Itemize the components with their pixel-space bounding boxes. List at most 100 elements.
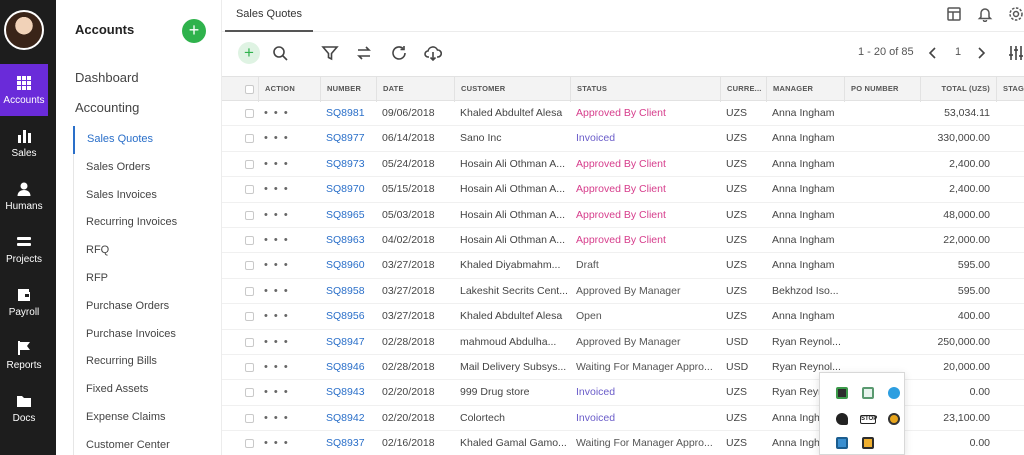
row-checkbox[interactable] (245, 337, 254, 347)
row-checkbox[interactable] (245, 413, 254, 423)
telegram-icon[interactable] (888, 387, 900, 399)
column-header-stage[interactable]: STAGE (996, 77, 1024, 102)
table-row[interactable]: • • • SQ8947 02/28/2018 mahmoud Abdulha... A… (222, 330, 1024, 355)
row-checkbox[interactable] (245, 439, 254, 449)
column-header-number[interactable]: NUMBER (320, 77, 376, 102)
nav-accounting[interactable]: Accounting (75, 100, 140, 115)
row-checkbox[interactable] (245, 109, 254, 118)
column-header-action[interactable]: ACTION (258, 77, 320, 102)
table-row[interactable]: • • • SQ8958 03/27/2018 Lakeshit Secrits Ce… (222, 279, 1024, 305)
column-header-date[interactable]: DATE (376, 77, 454, 102)
nav-item-sales-quotes[interactable]: Sales Quotes (73, 126, 222, 154)
chevron-right-icon[interactable] (972, 44, 990, 62)
quote-number-link[interactable]: SQ8965 (326, 208, 365, 221)
row-checkbox[interactable] (245, 185, 254, 195)
table-row[interactable]: • • • SQ8946 02/28/2018 Mail Delivery Subsy… (222, 355, 1024, 381)
column-settings-icon[interactable] (1007, 44, 1024, 62)
quote-number-link[interactable]: SQ8956 (326, 310, 365, 323)
quote-number-link[interactable]: SQ8977 (326, 132, 365, 145)
rail-item-sales[interactable]: Sales (0, 117, 48, 169)
quote-number-link[interactable]: SQ8958 (326, 284, 365, 297)
row-actions-button[interactable]: • • • (264, 132, 290, 145)
nav-item-sales-invoices[interactable]: Sales Invoices (86, 188, 157, 201)
nav-item-rfp[interactable]: RFP (86, 271, 108, 284)
nav-item-fixed-assets[interactable]: Fixed Assets (86, 383, 149, 396)
row-checkbox[interactable] (245, 159, 254, 169)
grid-app-icon[interactable] (836, 437, 848, 449)
stop-icon[interactable]: STOP (860, 415, 878, 424)
row-actions-button[interactable]: • • • (264, 259, 290, 272)
nav-item-sales-orders[interactable]: Sales Orders (86, 160, 151, 173)
chat-icon[interactable] (862, 387, 874, 399)
add-quote-button[interactable]: + (238, 42, 260, 64)
swap-icon[interactable] (355, 44, 373, 62)
gear-icon[interactable] (1008, 6, 1024, 22)
refresh-icon[interactable] (390, 44, 408, 62)
nav-item-recurring-bills[interactable]: Recurring Bills (86, 355, 157, 368)
avatar[interactable] (4, 10, 44, 50)
column-header-total[interactable]: TOTAL (UZS) (920, 77, 996, 102)
quote-number-link[interactable]: SQ8970 (326, 183, 365, 196)
table-row[interactable]: • • • SQ8977 06/14/2018 Sano Inc Invoiced UZS… (222, 126, 1024, 152)
column-header-currency[interactable]: CURRE... (720, 77, 766, 102)
column-header-po[interactable]: PO NUMBER (844, 77, 920, 102)
column-header-status[interactable]: STATUS (570, 77, 720, 102)
quote-number-link[interactable]: SQ8937 (326, 437, 365, 450)
quote-number-link[interactable]: SQ8963 (326, 233, 365, 246)
row-actions-button[interactable]: • • • (264, 310, 290, 323)
table-row[interactable]: • • • SQ8973 05/24/2018 Hosain Ali Othman A… (222, 152, 1024, 178)
smiley-icon[interactable] (888, 413, 900, 425)
bell-icon[interactable] (977, 6, 993, 23)
quote-number-link[interactable]: SQ8946 (326, 360, 365, 373)
rail-item-accounts[interactable]: Accounts (0, 64, 48, 116)
quote-number-link[interactable]: SQ8943 (326, 386, 365, 399)
video-icon[interactable] (862, 437, 874, 449)
search-icon[interactable] (271, 44, 289, 62)
row-checkbox[interactable] (245, 261, 254, 271)
row-actions-button[interactable]: • • • (264, 411, 290, 424)
row-checkbox[interactable] (245, 286, 254, 296)
chevron-left-icon[interactable] (924, 44, 942, 62)
row-checkbox[interactable] (245, 210, 254, 220)
quote-number-link[interactable]: SQ8947 (326, 335, 365, 348)
table-row[interactable]: • • • SQ8937 02/16/2018 Khaled Gamal Gamo..… (222, 431, 1024, 455)
row-actions-button[interactable]: • • • (264, 233, 290, 246)
table-row[interactable]: • • • SQ8963 04/02/2018 Hosain Ali Othman A… (222, 228, 1024, 254)
row-actions-button[interactable]: • • • (264, 360, 290, 373)
cloud-download-icon[interactable] (424, 44, 443, 62)
tab-sales-quotes[interactable]: Sales Quotes (225, 0, 313, 32)
row-actions-button[interactable]: • • • (264, 107, 290, 119)
row-checkbox[interactable] (245, 312, 254, 322)
row-checkbox[interactable] (245, 134, 254, 144)
quote-number-link[interactable]: SQ8973 (326, 157, 365, 170)
column-header-manager[interactable]: MANAGER (766, 77, 844, 102)
row-actions-button[interactable]: • • • (264, 437, 290, 450)
quote-number-link[interactable]: SQ8960 (326, 259, 365, 272)
row-checkbox[interactable] (245, 235, 254, 245)
nav-item-customer-center[interactable]: Customer Center (86, 438, 170, 451)
row-actions-button[interactable]: • • • (264, 183, 290, 196)
nav-item-expense-claims[interactable]: Expense Claims (86, 410, 166, 423)
rail-item-projects[interactable]: Projects (0, 223, 48, 275)
quote-number-link[interactable]: SQ8981 (326, 107, 365, 119)
quote-number-link[interactable]: SQ8942 (326, 411, 365, 424)
rail-item-reports[interactable]: Reports (0, 329, 48, 381)
nav-item-purchase-invoices[interactable]: Purchase Invoices (86, 327, 176, 340)
table-row[interactable]: • • • SQ8956 03/27/2018 Khaled Abdultef Ale… (222, 304, 1024, 330)
row-actions-button[interactable]: • • • (264, 157, 290, 170)
rail-item-humans[interactable]: Humans (0, 170, 48, 222)
table-row[interactable]: • • • SQ8965 05/03/2018 Hosain Ali Othman A… (222, 203, 1024, 228)
row-actions-button[interactable]: • • • (264, 208, 290, 221)
select-all-checkbox[interactable] (245, 85, 254, 94)
row-checkbox[interactable] (245, 388, 254, 398)
row-actions-button[interactable]: • • • (264, 284, 290, 297)
table-row[interactable]: • • • SQ8960 03/27/2018 Khaled Diyabmahm...… (222, 253, 1024, 279)
nav-item-rfq[interactable]: RFQ (86, 244, 110, 257)
ink-icon[interactable] (836, 413, 848, 425)
rail-item-payroll[interactable]: Payroll (0, 276, 48, 328)
column-header-customer[interactable]: CUSTOMER (454, 77, 570, 102)
table-row[interactable]: • • • SQ8942 02/20/2018 Colortech Invoiced UZ… (222, 406, 1024, 432)
monitor-icon[interactable] (836, 387, 848, 399)
rail-item-docs[interactable]: Docs (0, 382, 48, 434)
row-checkbox[interactable] (245, 362, 254, 372)
